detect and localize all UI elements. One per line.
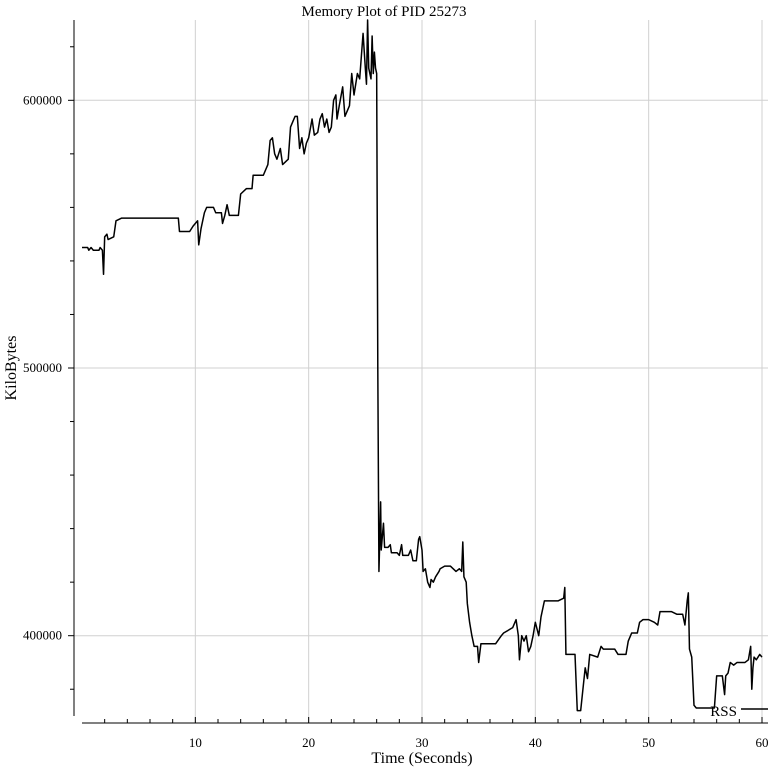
legend-label: RSS: [710, 704, 737, 720]
grid-lines: [74, 20, 768, 723]
x-tick-label: 10: [189, 735, 202, 750]
x-tick-label: 50: [642, 735, 655, 750]
x-tick-label: 40: [529, 735, 542, 750]
y-tick-label: 600000: [23, 92, 62, 107]
plot-area: [82, 19, 763, 712]
x-tick-label: 20: [302, 735, 315, 750]
y-tick-label: 500000: [23, 360, 62, 375]
y-tick-label: 400000: [23, 628, 62, 643]
legend: RSS: [710, 704, 768, 720]
y-axis-label: KiloBytes: [3, 336, 20, 401]
chart-title: Memory Plot of PID 25273: [302, 4, 467, 20]
x-tick-label: 30: [416, 735, 429, 750]
axes: [73, 20, 768, 724]
ticks: 10 20 30 40 50 60 400000 500000 600000: [23, 46, 768, 750]
series-line-rss: [82, 19, 763, 712]
x-axis-label: Time (Seconds): [371, 750, 472, 767]
x-tick-label: 60: [756, 735, 768, 750]
